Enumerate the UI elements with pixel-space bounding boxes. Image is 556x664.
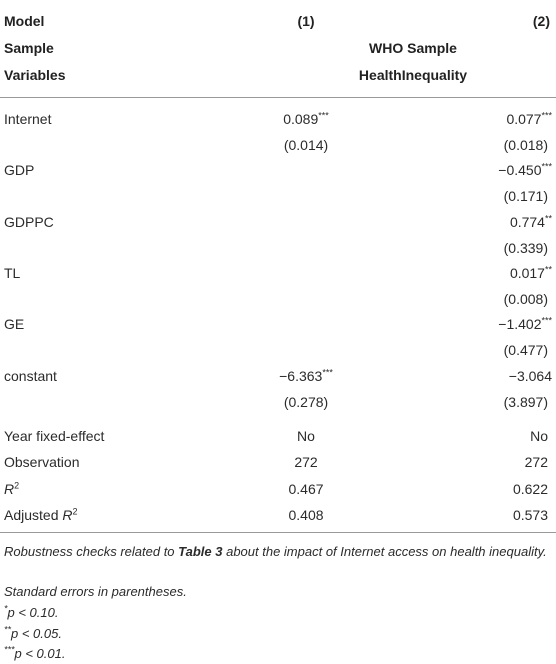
- std-error: (0.477): [503, 342, 548, 359]
- sig-note: ***p < 0.01.: [4, 644, 549, 664]
- cell-value: 0.408: [288, 506, 324, 523]
- std-error: (0.171): [503, 188, 548, 205]
- label-sup: 2: [72, 506, 78, 517]
- label-text: Year fixed-effect: [4, 428, 105, 444]
- cell-value: 0.089: [283, 111, 319, 127]
- note-text: p < 0.10.: [7, 605, 59, 620]
- cell-value: No: [297, 428, 315, 444]
- cell-value: 0.077: [506, 111, 542, 127]
- row-label: TL: [4, 264, 21, 281]
- cell: 0.089***: [283, 110, 329, 128]
- cell: −3.064: [509, 367, 552, 385]
- cell: 0.017**: [510, 264, 552, 282]
- cell: −1.402***: [498, 315, 552, 333]
- header-label: Variables: [4, 67, 66, 83]
- significance: **: [544, 212, 552, 223]
- std-error: (0.008): [503, 290, 548, 307]
- sig-stars: *: [4, 603, 8, 614]
- sig-stars: ***: [4, 644, 15, 655]
- row-label: Year fixed-effect: [4, 427, 104, 445]
- cell-value: 0.622: [512, 480, 548, 497]
- column-header: HealthInequality: [358, 67, 468, 83]
- label-italic: R: [62, 506, 73, 523]
- label-text: Adjusted: [4, 506, 63, 523]
- row-label: Adjusted R2: [4, 506, 78, 524]
- row-label: GE: [4, 316, 25, 333]
- cell-value: No: [530, 428, 548, 444]
- cell-value: 272: [524, 454, 548, 471]
- header-label: Sample: [4, 40, 54, 56]
- cell: 0.774**: [510, 213, 552, 231]
- significance: ***: [322, 366, 333, 377]
- bottom-rule: [0, 532, 556, 533]
- cell: −0.450***: [498, 161, 552, 179]
- caption-bold: Table 3: [178, 544, 223, 559]
- cell-value: 0.774: [509, 213, 545, 230]
- se-note: Standard errors in parentheses.: [4, 582, 549, 602]
- column-header: WHO Sample: [369, 40, 457, 56]
- std-error: (0.339): [503, 239, 548, 256]
- cell-value: 0.017: [509, 264, 545, 281]
- significance: **: [544, 264, 552, 275]
- significance: ***: [318, 110, 329, 121]
- sig-stars: **: [4, 624, 12, 635]
- significance: ***: [541, 110, 552, 121]
- label-italic: R: [4, 480, 15, 497]
- std-error: (3.897): [503, 393, 548, 410]
- std-error: (0.018): [503, 137, 548, 153]
- sig-note: **p < 0.05.: [4, 624, 549, 644]
- row-label: constant: [4, 367, 57, 384]
- cell-value: −6.363: [279, 367, 323, 384]
- cell-value: −0.450: [498, 162, 542, 179]
- caption-text: Robustness checks related to: [4, 544, 179, 559]
- cell-value: 0.573: [512, 506, 548, 523]
- significance: ***: [541, 315, 552, 326]
- cell: 0.077***: [506, 110, 552, 128]
- cell-value: 272: [294, 454, 318, 471]
- label-sup: 2: [14, 479, 20, 490]
- row-label: GDP: [4, 162, 35, 179]
- std-error: (0.278): [283, 393, 329, 410]
- std-error: (0.014): [283, 137, 329, 153]
- row-label: GDPPC: [4, 213, 54, 230]
- header-label: Model: [4, 13, 45, 29]
- column-header: (2): [532, 13, 550, 29]
- label-text: Observation: [4, 454, 80, 471]
- note-text: p < 0.05.: [11, 625, 62, 641]
- cell-value: 0.467: [288, 480, 324, 497]
- note-text: p < 0.01.: [14, 646, 66, 661]
- row-label: Observation: [4, 453, 79, 471]
- caption: Robustness checks related to Table 3 abo…: [4, 542, 549, 562]
- header-rule: [0, 97, 556, 98]
- cell: −6.363***: [279, 367, 333, 385]
- cell-value: −3.064: [508, 367, 552, 384]
- significance: ***: [541, 161, 552, 172]
- note-text: Standard errors in parentheses.: [4, 584, 187, 599]
- row-label: R2: [4, 480, 19, 498]
- caption-text: about the impact of Internet access on h…: [222, 544, 547, 559]
- row-label: Internet: [4, 111, 52, 127]
- column-header: (1): [297, 13, 315, 29]
- sig-note: *p < 0.10.: [4, 603, 549, 623]
- cell-value: −1.402: [498, 316, 542, 333]
